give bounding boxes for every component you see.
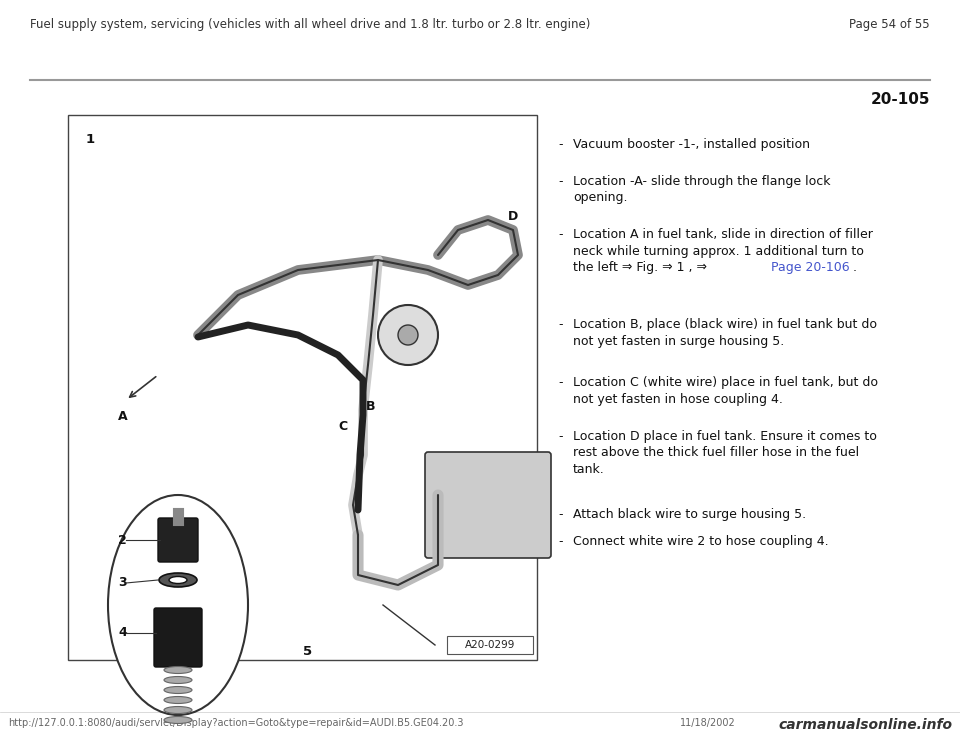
Text: Location -A- slide through the flange lock: Location -A- slide through the flange lo…: [573, 175, 830, 188]
Text: not yet fasten in surge housing 5.: not yet fasten in surge housing 5.: [573, 335, 784, 347]
Text: -: -: [558, 376, 563, 389]
Ellipse shape: [164, 697, 192, 703]
Bar: [447, 636, 533, 654]
Text: Location B, place (black wire) in fuel tank but do: Location B, place (black wire) in fuel t…: [573, 318, 877, 331]
Circle shape: [378, 305, 438, 365]
Circle shape: [398, 325, 418, 345]
Ellipse shape: [159, 573, 197, 587]
Text: Location A in fuel tank, slide in direction of filler: Location A in fuel tank, slide in direct…: [573, 228, 873, 241]
Text: Page 20-106: Page 20-106: [771, 261, 850, 274]
FancyBboxPatch shape: [158, 518, 198, 562]
Text: -: -: [558, 138, 563, 151]
Text: opening.: opening.: [573, 191, 628, 205]
Text: 1: 1: [86, 133, 95, 146]
Ellipse shape: [108, 495, 248, 715]
Text: 20-105: 20-105: [871, 92, 930, 107]
Text: C: C: [338, 420, 348, 433]
Text: A: A: [118, 410, 128, 423]
Text: carmanualsonline.info: carmanualsonline.info: [778, 718, 952, 732]
Text: 11/18/2002: 11/18/2002: [680, 718, 735, 728]
Text: -: -: [558, 175, 563, 188]
Ellipse shape: [164, 677, 192, 683]
Text: 3: 3: [118, 577, 127, 589]
Ellipse shape: [164, 686, 192, 694]
Text: A20-0299: A20-0299: [465, 640, 516, 650]
Text: -: -: [558, 508, 563, 521]
Text: Connect white wire 2 to hose coupling 4.: Connect white wire 2 to hose coupling 4.: [573, 535, 828, 548]
Text: the left ⇒ Fig. ⇒ 1 , ⇒: the left ⇒ Fig. ⇒ 1 , ⇒: [573, 261, 711, 274]
Text: neck while turning approx. 1 additional turn to: neck while turning approx. 1 additional …: [573, 245, 864, 257]
FancyBboxPatch shape: [154, 608, 202, 667]
Text: Location D place in fuel tank. Ensure it comes to: Location D place in fuel tank. Ensure it…: [573, 430, 876, 443]
FancyBboxPatch shape: [425, 452, 551, 558]
Text: -: -: [558, 228, 563, 241]
Text: rest above the thick fuel filler hose in the fuel: rest above the thick fuel filler hose in…: [573, 447, 859, 459]
Ellipse shape: [164, 717, 192, 723]
Text: -: -: [558, 430, 563, 443]
Ellipse shape: [164, 666, 192, 674]
Text: 4: 4: [118, 626, 127, 640]
Text: tank.: tank.: [573, 463, 605, 476]
Text: Page 54 of 55: Page 54 of 55: [850, 18, 930, 31]
Text: D: D: [508, 210, 518, 223]
Text: -: -: [558, 318, 563, 331]
Bar: [68, 115, 537, 660]
Ellipse shape: [164, 706, 192, 714]
Text: Attach black wire to surge housing 5.: Attach black wire to surge housing 5.: [573, 508, 806, 521]
Text: .: .: [849, 261, 857, 274]
Text: Vacuum booster -1-, installed position: Vacuum booster -1-, installed position: [573, 138, 810, 151]
Text: http://127.0.0.1:8080/audi/servlet/Display?action=Goto&type=repair&id=AUDI.B5.GE: http://127.0.0.1:8080/audi/servlet/Displ…: [8, 718, 464, 728]
Text: 5: 5: [303, 645, 313, 658]
Text: Fuel supply system, servicing (vehicles with all wheel drive and 1.8 ltr. turbo : Fuel supply system, servicing (vehicles …: [30, 18, 590, 31]
Text: not yet fasten in hose coupling 4.: not yet fasten in hose coupling 4.: [573, 393, 782, 405]
Ellipse shape: [169, 577, 187, 583]
Text: Location C (white wire) place in fuel tank, but do: Location C (white wire) place in fuel ta…: [573, 376, 878, 389]
Text: 2: 2: [118, 533, 127, 547]
Text: -: -: [558, 535, 563, 548]
Text: B: B: [366, 400, 375, 413]
